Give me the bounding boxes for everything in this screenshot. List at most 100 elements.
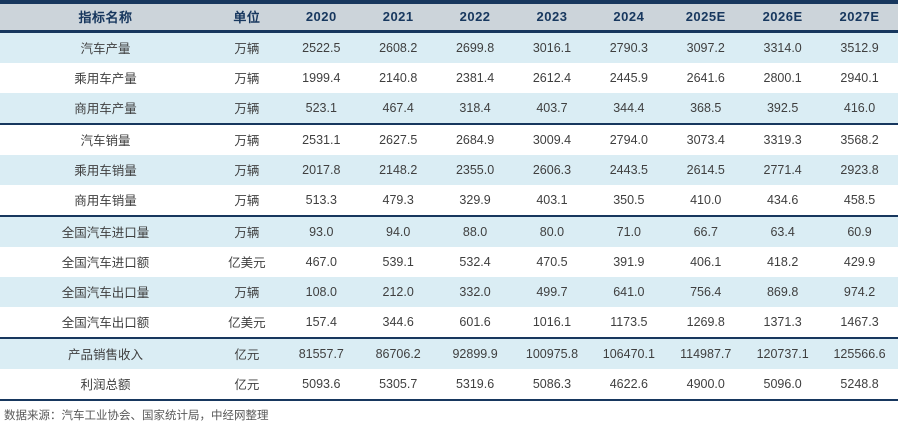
value-cell: 974.2: [843, 284, 876, 299]
value-cell: 416.0: [821, 92, 898, 125]
value-cell: 2684.9: [455, 132, 495, 147]
column-header-year: 2023: [513, 2, 591, 33]
value-cell: 2140.8: [379, 70, 418, 85]
value-cell: 2531.1: [302, 132, 341, 147]
value-cell: 406.1: [690, 254, 722, 269]
table-row: 利润总额 亿元 5093.6 5305.7 5319.6 5086.3 4622.6 4900…: [0, 368, 898, 400]
value-cell: 5305.7: [379, 376, 418, 391]
value-cell: 5248.8: [840, 376, 879, 391]
unit-cell: 万辆: [234, 286, 260, 300]
value-cell: 391.9: [613, 254, 645, 269]
value-cell: 63.4: [770, 224, 795, 239]
value-cell: 80.0: [539, 224, 565, 239]
value-cell: 100975.8: [525, 346, 579, 361]
value-cell: 429.9: [843, 254, 876, 269]
value-cell: 4622.6: [609, 376, 648, 391]
value-cell: 2940.1: [840, 70, 879, 85]
value-cell: 756.4: [690, 284, 722, 299]
value-cell: 532.4: [459, 254, 491, 269]
table-row: 乘用车销量 万辆 2017.8 2148.2 2355.0 2606.3 2443.5 261…: [0, 154, 898, 185]
value-cell: 350.5: [590, 184, 668, 217]
header-row: 指标名称 单位 2020 2021 2022 2023 2024 2025E 2…: [0, 2, 898, 33]
value-cell: 2443.5: [609, 162, 648, 177]
value-cell: 513.3: [282, 184, 360, 217]
value-cell: 2614.5: [686, 162, 725, 177]
value-cell: 410.0: [667, 184, 745, 217]
value-cell: 2606.3: [532, 162, 572, 177]
unit-cell: 万辆: [211, 184, 283, 217]
value-cell: 418.2: [766, 254, 799, 269]
value-cell: 2699.8: [455, 40, 495, 55]
value-cell: 2017.8: [302, 162, 341, 177]
value-cell: 1016.1: [513, 306, 591, 339]
value-cell: 3073.4: [686, 132, 725, 147]
value-cell: 392.5: [744, 92, 822, 125]
value-cell: 601.6: [436, 306, 514, 339]
value-cell: 344.4: [590, 92, 668, 125]
column-header-year: 2026E: [744, 2, 822, 33]
value-cell: 2522.5: [302, 40, 341, 55]
table-row: 乘用车产量 万辆 1999.4 2140.8 2381.4 2612.4 2445.9 264…: [0, 62, 898, 93]
table-row: 汽车产量 万辆 2522.5 2608.2 2699.8 3016.1 2790.3 3097…: [0, 31, 898, 63]
value-cell: 86706.2: [375, 346, 421, 361]
indicator-name-cell: 全国汽车进口量: [61, 226, 150, 240]
unit-cell: 亿美元: [228, 256, 266, 270]
value-cell: 467.0: [305, 254, 337, 269]
indicator-name-cell: 全国汽车出口量: [61, 286, 150, 300]
table-row: 全国汽车进口额 亿美元 467.0 539.1 532.4 470.5 391.9 406.1…: [0, 246, 898, 277]
value-cell: 2381.4: [455, 70, 495, 85]
column-header-unit: 单位: [211, 2, 283, 33]
indicator-name-cell: 全国汽车进口额: [61, 256, 150, 270]
indicator-name-cell: 商用车产量: [0, 92, 212, 125]
value-cell: 3009.4: [532, 132, 572, 147]
value-cell: 479.3: [359, 184, 437, 217]
value-cell: 120737.1: [756, 346, 809, 361]
value-cell: 329.9: [436, 184, 514, 217]
value-cell: 2445.9: [609, 70, 648, 85]
unit-cell: 万辆: [234, 164, 260, 178]
value-cell: 2771.4: [763, 162, 802, 177]
value-cell: 344.6: [359, 306, 437, 339]
value-cell: 434.6: [744, 184, 822, 217]
value-cell: 1999.4: [302, 70, 341, 85]
value-cell: 94.0: [386, 224, 411, 239]
value-cell: 108.0: [305, 284, 337, 299]
value-cell: 5086.3: [532, 376, 572, 391]
column-header-year: 2024: [590, 2, 668, 33]
value-cell: 2612.4: [532, 70, 572, 85]
table-body: 汽车产量 万辆 2522.5 2608.2 2699.8 3016.1 2790.3 3097…: [0, 31, 898, 400]
value-cell: 4900.0: [686, 376, 725, 391]
value-cell: 2794.0: [609, 132, 648, 147]
unit-cell: 万辆: [234, 226, 260, 240]
value-cell: 66.7: [693, 224, 718, 239]
value-cell: 5093.6: [302, 376, 341, 391]
value-cell: 1371.3: [744, 306, 822, 339]
value-cell: 3512.9: [840, 40, 879, 55]
value-cell: 499.7: [536, 284, 568, 299]
data-source-note: 数据来源：汽车工业协会、国家统计局，中经网整理: [4, 409, 269, 422]
value-cell: 3097.2: [686, 40, 725, 55]
value-cell: 2641.6: [686, 70, 725, 85]
value-cell: 157.4: [282, 306, 360, 339]
value-cell: 869.8: [766, 284, 799, 299]
table-row: 产品销售收入 亿元 81557.7 86706.2 92899.9 100975.8 106…: [0, 337, 898, 369]
unit-cell: 万辆: [234, 42, 260, 56]
value-cell: 114987.7: [680, 346, 732, 361]
table-row: 汽车销量 万辆 2531.1 2627.5 2684.9 3009.4 2794.0 3073…: [0, 123, 898, 155]
value-cell: 5096.0: [763, 376, 802, 391]
value-cell: 2355.0: [455, 162, 495, 177]
indicator-name-cell: 利润总额: [80, 378, 131, 392]
column-header-year: 2027E: [821, 2, 898, 33]
unit-cell: 万辆: [234, 134, 260, 148]
value-cell: 539.1: [382, 254, 414, 269]
indicator-name-cell: 汽车销量: [80, 134, 131, 148]
column-header-year: 2025E: [667, 2, 745, 33]
value-cell: 403.7: [513, 92, 591, 125]
value-cell: 318.4: [436, 92, 514, 125]
value-cell: 2148.2: [379, 162, 418, 177]
value-cell: 3319.3: [763, 132, 802, 147]
value-cell: 81557.7: [298, 346, 344, 361]
value-cell: 2608.2: [379, 40, 418, 55]
value-cell: 88.0: [462, 224, 488, 239]
value-cell: 458.5: [821, 184, 898, 217]
